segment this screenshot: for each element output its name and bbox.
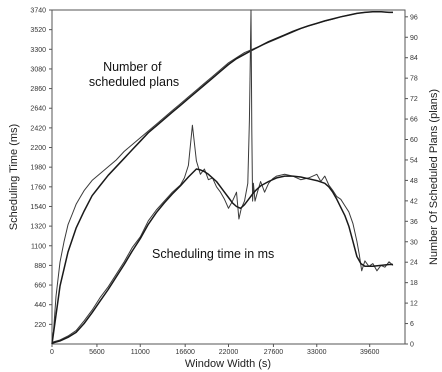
y2-tick-label: 90 — [410, 35, 418, 42]
x-tick-label: 22000 — [219, 349, 239, 356]
y2-tick-label: 12 — [410, 301, 418, 308]
y2-tick-label: 66 — [410, 117, 418, 124]
y-tick-label: 220 — [34, 322, 46, 329]
y2-tick-label: 30 — [410, 239, 418, 246]
y2-tick-label: 96 — [410, 14, 418, 21]
x-tick-label: 39600 — [360, 349, 380, 356]
y-tick-label: 3520 — [30, 27, 46, 34]
y-tick-label: 440 — [34, 302, 46, 309]
y2-tick-label: 6 — [410, 321, 414, 328]
y-tick-label: 880 — [34, 263, 46, 270]
x-tick-label: 16600 — [175, 349, 195, 356]
y2-tick-label: 42 — [410, 198, 418, 205]
y-tick-label: 1100 — [31, 243, 46, 250]
y2-tick-label: 54 — [410, 157, 418, 164]
annotation-time: Scheduling time in ms — [152, 247, 274, 261]
axis-ticks: 2204406608801100132015401760198022002420… — [30, 8, 417, 357]
y-tick-label: 2420 — [30, 125, 46, 132]
y2-tick-label: 78 — [410, 76, 418, 83]
y-tick-label: 3080 — [30, 66, 46, 73]
x-axis-label: Window Width (s) — [185, 358, 271, 370]
y-tick-label: 2200 — [30, 145, 46, 152]
x-tick-label: 0 — [50, 349, 54, 356]
series-line-left-raw — [51, 9, 394, 343]
y2-tick-label: 48 — [410, 178, 418, 185]
y-tick-label: 660 — [34, 283, 46, 290]
plot-area — [51, 9, 406, 345]
series-group — [51, 9, 394, 345]
y-tick-label: 1980 — [30, 165, 46, 172]
x-tick-label: 27600 — [264, 349, 284, 356]
y-tick-label: 1760 — [30, 184, 46, 191]
y2-tick-label: 24 — [410, 260, 418, 267]
y2-tick-label: 84 — [410, 55, 418, 62]
y2-tick-label: 72 — [410, 96, 418, 103]
y2-tick-label: 18 — [410, 280, 418, 287]
y-tick-label: 2860 — [30, 86, 46, 93]
y2-tick-label: 60 — [410, 137, 418, 144]
y2-axis-label: Number Of Scheduled Plans (plans) — [428, 89, 440, 265]
x-tick-label: 33000 — [307, 349, 327, 356]
annotation-plans-line1: Number of — [103, 60, 162, 74]
y-tick-label: 1320 — [30, 224, 46, 231]
y-tick-label: 1540 — [30, 204, 46, 211]
y2-tick-label: 36 — [410, 219, 418, 226]
y-axis-label: Scheduling Time (ms) — [8, 124, 20, 230]
y-tick-label: 2640 — [30, 106, 46, 113]
y2-tick-label: 0 — [410, 342, 414, 349]
x-tick-label: 11000 — [131, 349, 150, 356]
series-line-right-smooth — [51, 10, 393, 345]
annotation-plans-line2: scheduled plans — [89, 75, 179, 89]
x-tick-label: 5600 — [89, 349, 105, 356]
y-tick-label: 3740 — [30, 8, 46, 15]
series-line-left-smooth — [51, 168, 393, 344]
y-tick-label: 3300 — [30, 47, 46, 54]
annotation-plans: Number of scheduled plans — [89, 60, 179, 89]
